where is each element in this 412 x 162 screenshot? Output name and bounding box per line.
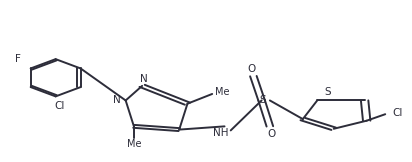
Text: S: S xyxy=(260,95,266,105)
Text: Cl: Cl xyxy=(392,108,403,118)
Text: O: O xyxy=(247,64,255,74)
Text: NH: NH xyxy=(213,128,228,138)
Text: F: F xyxy=(15,54,21,64)
Text: S: S xyxy=(324,87,331,97)
Text: Cl: Cl xyxy=(54,101,65,111)
Text: N: N xyxy=(140,74,148,84)
Text: Me: Me xyxy=(215,87,230,97)
Text: Me: Me xyxy=(126,139,141,149)
Text: O: O xyxy=(268,129,276,139)
Text: N: N xyxy=(113,95,120,105)
